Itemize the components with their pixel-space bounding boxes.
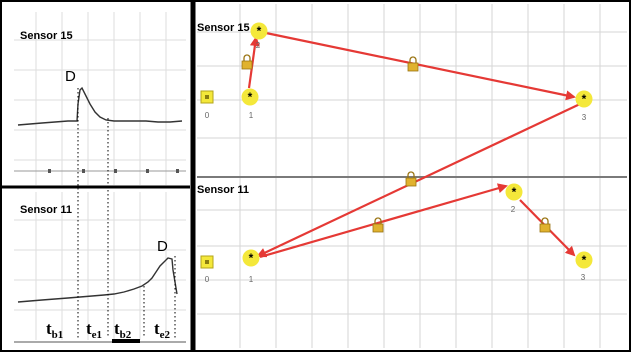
edge-s11-1-to-2 <box>259 183 508 259</box>
s15-node-1-label: 1 <box>249 111 254 120</box>
s11-node-1[interactable]: * 1 <box>242 249 260 285</box>
left-top-signal <box>17 86 183 126</box>
s11-node-0[interactable]: 0 <box>200 255 214 284</box>
edge-s15-3-to-s11-1 <box>256 103 581 258</box>
s11-node-2[interactable]: * 2 <box>505 183 523 215</box>
left-bottom-grid <box>14 192 186 340</box>
left-top-grid <box>14 12 186 185</box>
s11-node-1-label: 1 <box>249 275 254 284</box>
svg-text:*: * <box>582 253 587 267</box>
s15-node-3-label: 3 <box>582 113 587 122</box>
s15-node-2[interactable]: * 2 <box>250 22 268 51</box>
s11-node-2-label: 2 <box>511 205 516 214</box>
s11-node-3-label: 3 <box>581 273 586 282</box>
right-bottom-title: Sensor 11 <box>197 184 249 196</box>
interval-markers <box>77 88 176 338</box>
svg-text:*: * <box>257 24 262 38</box>
right-top-title: Sensor 15 <box>197 22 250 34</box>
interval-label-te2: te2 <box>154 319 171 341</box>
star-node-icon <box>250 22 268 40</box>
left-bottom-signal <box>17 257 178 303</box>
left-panel: Sensor 15 D Sensor 11 D <box>2 12 190 343</box>
edge-s15-2-to-3 <box>265 31 576 101</box>
star-node-icon <box>242 249 260 267</box>
s11-node-0-label: 0 <box>205 275 210 284</box>
s15-node-0[interactable]: 0 <box>200 90 214 120</box>
interval-label-te1: te1 <box>86 319 102 341</box>
lock-icon <box>405 171 417 187</box>
star-node-icon <box>575 90 593 108</box>
svg-text:*: * <box>249 251 254 265</box>
edges <box>247 31 581 259</box>
lock-icon <box>241 54 253 70</box>
edge-locks <box>241 54 551 233</box>
s11-node-3[interactable]: * 3 <box>575 251 593 283</box>
svg-text:*: * <box>248 90 253 104</box>
left-top-title: Sensor 15 <box>20 30 73 42</box>
left-bottom-title: Sensor 11 <box>20 204 72 216</box>
svg-text:*: * <box>512 185 517 199</box>
interval-label-tb2: tb2 <box>114 319 132 341</box>
edge-s15-1-to-2 <box>247 36 260 89</box>
interval-label-tb1: tb1 <box>46 319 63 341</box>
s15-node-3[interactable]: * 3 <box>575 90 593 123</box>
left-top-ticks <box>48 169 179 173</box>
lock-icon <box>407 56 419 72</box>
s15-node-1[interactable]: * 1 <box>241 88 259 121</box>
star-node-icon <box>241 88 259 106</box>
lock-icon <box>372 217 384 233</box>
left-top-peak-label: D <box>65 68 76 85</box>
star-node-icon <box>575 251 593 269</box>
s15-node-2-label: 2 <box>256 41 261 50</box>
star-node-icon <box>505 183 523 201</box>
s15-node-0-label: 0 <box>205 111 210 120</box>
left-bottom-peak-label: D <box>157 238 168 255</box>
svg-text:*: * <box>582 92 587 106</box>
lock-icon <box>539 217 551 233</box>
right-panel: Sensor 15 Sensor 11 <box>197 4 627 348</box>
